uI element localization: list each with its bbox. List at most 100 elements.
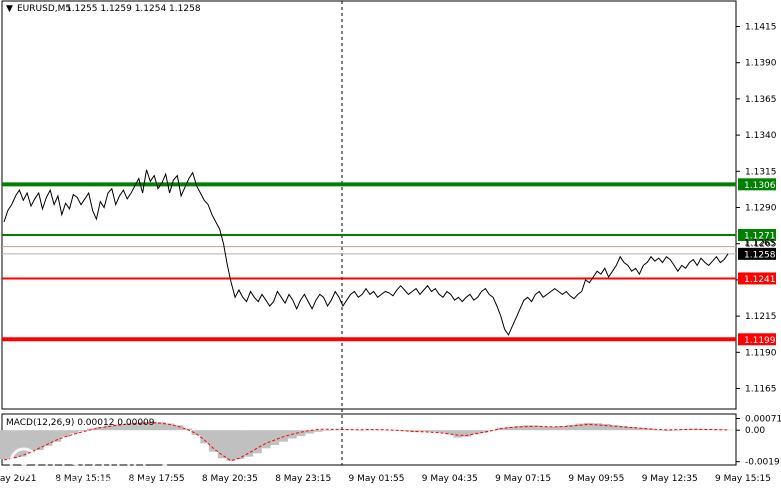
- macd-bar: [627, 426, 637, 431]
- current-price-badge: [738, 247, 776, 260]
- time-tick-label: 9 May 01:55: [349, 474, 405, 484]
- price-tick-label: 1.1190: [745, 348, 777, 358]
- chart-symbol: EURUSD,M5: [17, 4, 71, 14]
- price-tick-label: 1.1365: [745, 95, 777, 105]
- macd-bar: [479, 430, 489, 433]
- macd-bar: [462, 430, 472, 437]
- macd-bar: [60, 430, 70, 437]
- macd-bar: [575, 423, 585, 431]
- macd-bar: [374, 429, 384, 431]
- macd-bar: [43, 430, 53, 446]
- time-tick-label: 8 May 23:15: [275, 474, 331, 484]
- price-tick-label: 1.1265: [745, 240, 777, 250]
- macd-bar: [435, 430, 445, 433]
- macd-bar: [688, 428, 698, 431]
- macd-bar: [331, 429, 341, 431]
- aux-price-label: 1.1265: [744, 239, 776, 249]
- price-line: [3, 169, 729, 336]
- macd-signal-line: [3, 422, 729, 462]
- brand-name: instaforex: [43, 448, 172, 478]
- macd-bar: [304, 430, 315, 434]
- macd-bar: [453, 430, 463, 438]
- level-badge: [738, 178, 776, 191]
- macd-panel: [1, 413, 737, 466]
- macd-bar: [156, 422, 166, 431]
- ohlc-values: 1.1255 1.1259 1.1254 1.1258: [66, 4, 201, 14]
- header-arrow: ▼: [6, 4, 13, 14]
- macd-bar: [226, 430, 236, 461]
- macd-bar: [278, 430, 288, 442]
- macd-bar: [121, 423, 131, 431]
- watermark: instaforex Instant Forex Trading: [9, 447, 172, 487]
- macd-bar: [592, 423, 602, 431]
- macd-bar: [174, 425, 184, 431]
- macd-tick-label: 0.00: [745, 426, 765, 436]
- macd-bar: [444, 430, 454, 435]
- macd-bar: [0, 430, 9, 460]
- time-axis: 8 May 2021 8 May 15:15 8 May 17:55 8 May 20…: [0, 474, 771, 484]
- macd-bar: [601, 423, 611, 431]
- macd-bar: [252, 430, 262, 454]
- price-tick-label: 1.1390: [745, 59, 777, 69]
- level-badge-label: 1.1199: [744, 336, 776, 346]
- time-tick-label: 9 May 15:15: [715, 474, 771, 484]
- level-badge-label: 1.1306: [744, 181, 776, 191]
- macd-bar: [540, 426, 550, 431]
- macd-bar: [523, 425, 533, 431]
- macd-bar: [25, 430, 35, 454]
- brand-logo-dot: [20, 458, 28, 466]
- macd-bar: [671, 430, 681, 431]
- macd-bar: [34, 430, 44, 450]
- macd-bar: [165, 423, 175, 431]
- macd-bar: [139, 421, 149, 431]
- level-badge: [738, 272, 776, 285]
- macd-bar: [104, 425, 114, 431]
- macd-bar: [8, 430, 18, 459]
- macd-bar: [357, 430, 367, 431]
- macd-bar: [366, 429, 376, 431]
- macd-bar: [261, 430, 271, 449]
- brand-logo-icon: [9, 447, 39, 477]
- macd-bar: [322, 430, 332, 431]
- time-tick-label: 9 May 09:55: [568, 474, 624, 484]
- macd-bar: [243, 430, 254, 457]
- macd-bar: [339, 429, 350, 431]
- macd-bar: [409, 430, 419, 433]
- time-tick-label: 9 May 07:15: [495, 474, 551, 484]
- time-tick-label: 9 May 04:35: [422, 474, 478, 484]
- time-tick-label: 8 May 15:15: [55, 474, 111, 484]
- macd-bar: [636, 427, 646, 431]
- macd-bar: [130, 422, 140, 431]
- macd-bar: [17, 430, 27, 457]
- macd-bar: [147, 421, 158, 431]
- macd-bar: [296, 430, 306, 436]
- macd-bar: [191, 430, 201, 436]
- current-price-label: 1.1258: [744, 250, 776, 260]
- macd-bar: [217, 430, 227, 459]
- time-tick-label: 8 May 20:35: [202, 474, 258, 484]
- macd-bar: [200, 430, 210, 444]
- macd-bar: [653, 430, 664, 431]
- macd-bar: [78, 430, 88, 432]
- time-tick-label: 9 May 12:35: [642, 474, 698, 484]
- brand-tagline: Instant Forex Trading: [46, 476, 151, 487]
- price-tick-label: 1.1340: [745, 131, 777, 141]
- macd-bar: [52, 430, 62, 442]
- level-badge: [738, 229, 776, 242]
- macd-bar: [584, 422, 594, 431]
- macd-bar: [209, 430, 219, 452]
- macd-bar: [400, 430, 411, 432]
- macd-bar: [619, 426, 629, 431]
- macd-bar: [557, 426, 568, 431]
- price-tick-label: 1.1215: [745, 312, 777, 322]
- macd-bar: [95, 426, 105, 431]
- macd-bar: [662, 430, 672, 432]
- macd-bar: [427, 430, 437, 432]
- macd-bar: [270, 430, 280, 446]
- macd-bar: [69, 430, 79, 434]
- price-panel: [1, 0, 737, 410]
